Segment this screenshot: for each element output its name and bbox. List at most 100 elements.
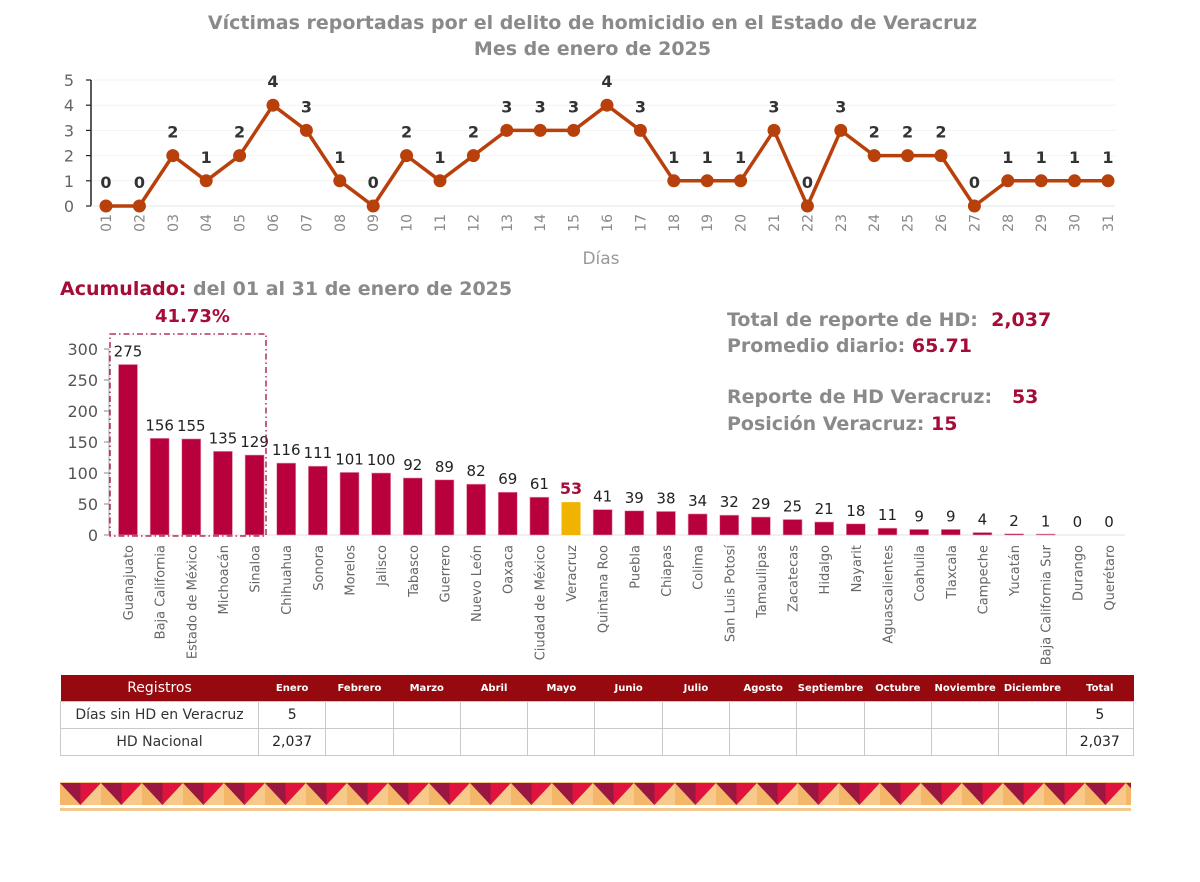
bar	[687, 513, 708, 536]
stat-average: Promedio diario: 65.71	[727, 335, 972, 357]
stat-total-value: 2,037	[991, 309, 1052, 331]
x-tick-label: Guerrero	[438, 545, 453, 603]
bar	[181, 438, 202, 536]
triangle-gold	[244, 783, 265, 805]
bar	[149, 437, 170, 536]
data-label: 1	[1036, 148, 1047, 167]
bar-value-label: 111	[304, 444, 333, 462]
bar-value-label: 25	[783, 498, 802, 516]
data-label: 3	[768, 97, 779, 116]
bar-value-label: 100	[367, 451, 396, 469]
data-point	[767, 123, 781, 137]
x-tick-label: 18	[667, 214, 683, 232]
data-label: 3	[501, 97, 512, 116]
bar-value-label: 39	[625, 489, 644, 507]
x-tick-label: 01	[99, 214, 115, 232]
data-point	[934, 149, 948, 163]
triangle-dark	[1003, 783, 1024, 805]
stat-average-value: 65.71	[911, 335, 973, 357]
data-label: 1	[735, 148, 746, 167]
data-point	[867, 149, 881, 163]
triangle-gold	[941, 783, 962, 805]
triangle-dark	[798, 783, 819, 805]
bar-value-label: 11	[878, 506, 897, 524]
bar	[371, 472, 391, 536]
x-tick-label: 25	[901, 214, 917, 232]
triangle-dark	[593, 783, 614, 805]
data-label: 2	[935, 123, 946, 142]
table-cell	[661, 701, 731, 729]
row-label-cell: HD Nacional	[60, 728, 259, 756]
bar-value-label: 9	[914, 507, 924, 525]
table-cell	[863, 701, 932, 729]
bar	[656, 511, 676, 536]
data-label: 2	[869, 123, 880, 142]
triangle-dark	[552, 783, 573, 805]
data-label: 2	[167, 123, 178, 142]
table-cell: 2,037	[1065, 728, 1135, 756]
triangle-dark	[470, 783, 491, 805]
triangle-dark	[921, 783, 942, 805]
data-point	[1068, 174, 1082, 188]
y-tick-label: 5	[64, 71, 74, 90]
table-header-cell: Julio	[662, 675, 730, 702]
triangle-gold	[900, 783, 921, 805]
x-tick-label: Coahuila	[913, 545, 928, 602]
chart-title-line1: Víctimas reportadas por el delito de hom…	[207, 12, 978, 34]
data-label: 0	[368, 173, 379, 192]
triangle-dark	[347, 783, 368, 805]
triangle-dark	[634, 783, 655, 805]
x-tick-label: Sinaloa	[249, 545, 264, 593]
y-tick-label: 250	[67, 371, 98, 390]
triangle-gold	[490, 783, 511, 805]
x-tick-label: Querétaro	[1103, 545, 1118, 611]
table-header-row: Registros Enero Febrero Marzo Abril Mayo Junio…	[60, 675, 1134, 702]
table-cell: 5	[257, 701, 327, 729]
bar	[244, 454, 265, 536]
triangle-dark	[429, 783, 450, 805]
x-tick-label: 27	[967, 214, 983, 232]
stat-average-label: Promedio diario:	[727, 335, 906, 357]
x-tick-label: Tamaulipas	[755, 545, 770, 619]
x-tick-label: 31	[1101, 214, 1117, 232]
x-tick-label: 24	[867, 214, 883, 232]
triangle-gold	[777, 783, 798, 805]
data-point	[132, 199, 146, 213]
data-point	[1034, 174, 1048, 188]
bar	[972, 532, 993, 536]
y-tick-label: 150	[67, 433, 98, 452]
table-cell	[796, 701, 865, 729]
bar	[1035, 533, 1056, 536]
x-tick-label: 08	[333, 214, 349, 232]
table-cell	[998, 728, 1067, 756]
table-cell	[796, 728, 865, 756]
data-point	[233, 149, 247, 163]
triangle-gold	[695, 783, 716, 805]
y-tick-label: 200	[67, 402, 98, 421]
data-point	[700, 174, 714, 188]
triangle-gold	[859, 783, 880, 805]
data-label: 3	[635, 97, 646, 116]
bar	[403, 477, 423, 536]
y-tick-label: 50	[78, 495, 98, 514]
x-tick-label: Guanajuato	[122, 545, 137, 620]
data-label: 4	[267, 72, 278, 91]
x-tick-label: 13	[500, 214, 516, 232]
x-tick-label: Baja California	[154, 545, 169, 639]
triangle-gold	[1023, 783, 1044, 805]
decorative-pattern-band	[60, 783, 1131, 805]
bar	[782, 519, 803, 536]
x-tick-label: 11	[433, 214, 449, 232]
x-tick-label: 20	[734, 214, 750, 232]
stat-veracruz: Reporte de HD Veracruz: 53	[727, 386, 1038, 408]
bar	[1004, 533, 1024, 536]
data-point	[667, 174, 681, 188]
triangle-dark	[511, 783, 532, 805]
bar	[592, 509, 613, 536]
x-tick-label: 07	[299, 214, 315, 232]
table-cell	[594, 728, 663, 756]
triangle-dark	[306, 783, 327, 805]
table-header-cell: Abril	[460, 675, 528, 702]
bar-value-label: 69	[498, 470, 517, 488]
stat-position: Posición Veracruz: 15	[727, 413, 957, 435]
